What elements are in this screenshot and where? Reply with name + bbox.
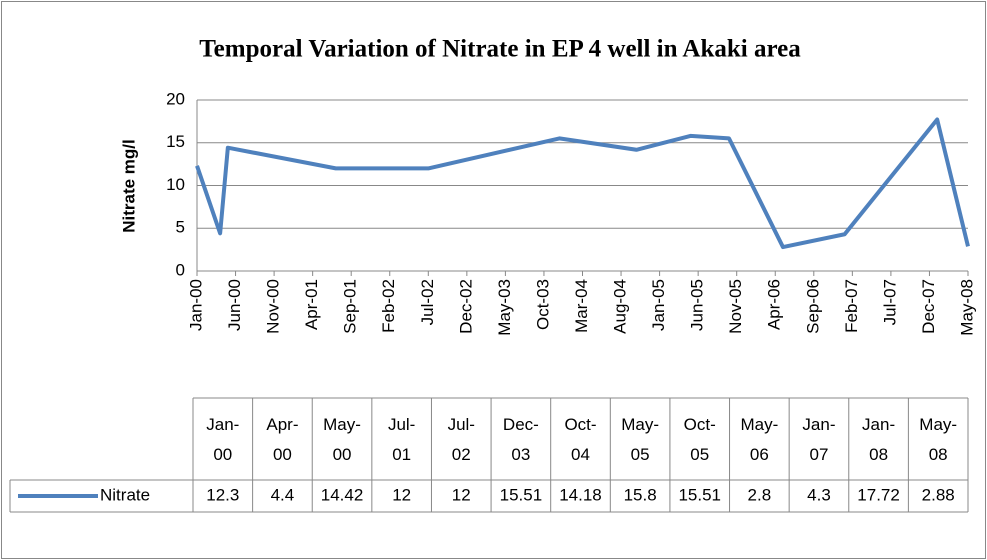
table-header-line: Jan- [206, 415, 239, 434]
table-value: 12 [392, 485, 411, 504]
x-tick-label: Jun-00 [225, 279, 244, 331]
table-header: Jul- 01 [388, 415, 415, 464]
table-header: Oct- 04 [564, 415, 596, 464]
data-line [195, 117, 970, 250]
chart-title: Temporal Variation of Nitrate in EP 4 we… [199, 36, 801, 63]
table-header-line: Oct- [564, 415, 596, 434]
table-header-line: Jan- [802, 415, 835, 434]
x-tick-label: Sep-06 [803, 279, 822, 334]
x-tick-label: Mar-04 [572, 279, 591, 333]
legend-label: Nitrate [100, 485, 150, 504]
x-tick-label: Jun-05 [688, 279, 707, 331]
x-tick-label: Jan-00 [186, 279, 205, 331]
x-tick-label: Dec-07 [919, 279, 938, 334]
x-tick-label: Jan-05 [649, 279, 668, 331]
table-header-line: May- [740, 415, 778, 434]
x-tick-label: Sep-01 [341, 279, 360, 334]
y-tick-label: 5 [176, 218, 185, 237]
table-header-line: 00 [273, 445, 292, 464]
x-tick-label: Jul-07 [880, 279, 899, 325]
y-tick-label: 0 [176, 260, 185, 279]
table-value: 2.88 [922, 485, 955, 504]
table-header-line: May- [919, 415, 957, 434]
table-header: Dec- 03 [503, 415, 539, 464]
y-tick-label: 15 [166, 132, 185, 151]
y-tick-label: 10 [166, 175, 185, 194]
table-header-line: 03 [511, 445, 530, 464]
x-tick-label: Feb-02 [379, 279, 398, 333]
table-header: Oct- 05 [684, 415, 716, 464]
table-header-line: 06 [750, 445, 769, 464]
table-value: 15.51 [678, 485, 721, 504]
x-tick-label: Apr-01 [302, 279, 321, 330]
data-table: Jan- 00 Apr- 00 May- 00 Jul- 01 Jul- 02 Dec- 03 Oct-… [9, 397, 969, 513]
table-value: 15.8 [624, 485, 657, 504]
table-value: 14.42 [321, 485, 364, 504]
table-header: May- 05 [621, 415, 659, 464]
table-header: May- 06 [740, 415, 778, 464]
table-header-line: Jul- [388, 415, 415, 434]
table-header: Jul- 02 [448, 415, 475, 464]
table-header-line: 05 [690, 445, 709, 464]
table-header-line: Oct- [684, 415, 716, 434]
table-value: 12 [452, 485, 471, 504]
table-header: Jan- 00 [206, 415, 239, 464]
table-header: May- 00 [323, 415, 361, 464]
x-tick-label: Jul-02 [418, 279, 437, 325]
x-tick-label: Oct-03 [533, 279, 552, 330]
table-header-line: Apr- [266, 415, 298, 434]
table-header-line: 05 [631, 445, 650, 464]
table-header-line: 04 [571, 445, 590, 464]
table-header-line: 02 [452, 445, 471, 464]
y-axis-label: Nitrate mg/l [119, 139, 138, 233]
x-tick-label: Nov-00 [264, 279, 283, 334]
table-header-line: 08 [929, 445, 948, 464]
table-header-line: Dec- [503, 415, 539, 434]
table-header-line: 07 [810, 445, 829, 464]
table-value: 2.8 [748, 485, 772, 504]
table-header: May- 08 [919, 415, 957, 464]
x-tick-label: Feb-07 [842, 279, 861, 333]
x-tick-label: Apr-06 [765, 279, 784, 330]
x-tick-label: May-08 [957, 279, 976, 336]
table-header-line: 01 [392, 445, 411, 464]
table-header-line: May- [323, 415, 361, 434]
table-header: Jan- 08 [862, 415, 895, 464]
x-tick-label: Dec-02 [456, 279, 475, 334]
x-tick-label: Nov-05 [726, 279, 745, 334]
x-tick-label: Aug-04 [611, 279, 630, 334]
y-tick-label: 20 [166, 89, 185, 108]
table-value: 14.18 [559, 485, 602, 504]
x-tick-label: May-03 [495, 279, 514, 336]
table-header-line: 08 [869, 445, 888, 464]
table-header-line: 00 [213, 445, 232, 464]
table-header-line: 00 [333, 445, 352, 464]
table-header-line: Jan- [862, 415, 895, 434]
table-value: 17.72 [857, 485, 900, 504]
table-value: 4.4 [271, 485, 295, 504]
table-value: 12.3 [206, 485, 239, 504]
table-header-line: Jul- [448, 415, 475, 434]
table-header-line: May- [621, 415, 659, 434]
table-header: Jan- 07 [802, 415, 835, 464]
table-value: 4.3 [807, 485, 831, 504]
table-value: 15.51 [500, 485, 543, 504]
table-header: Apr- 00 [266, 415, 298, 464]
